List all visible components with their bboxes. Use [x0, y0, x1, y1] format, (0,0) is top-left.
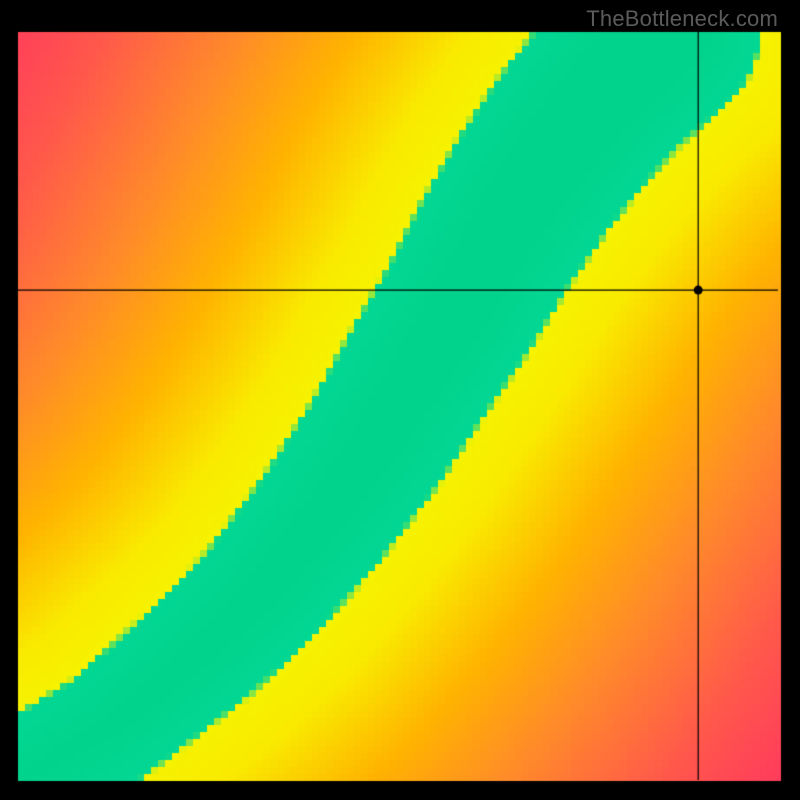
chart-container: { "watermark": { "text": "TheBottleneck.…: [0, 0, 800, 800]
bottleneck-heatmap: [0, 0, 800, 800]
watermark-text: TheBottleneck.com: [586, 6, 778, 32]
